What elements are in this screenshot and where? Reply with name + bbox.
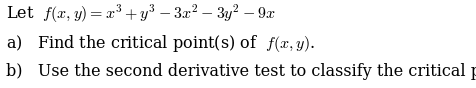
Text: Let  $f(x, y)=x^3+y^3-3x^2-3y^2-9x$: Let $f(x, y)=x^3+y^3-3x^2-3y^2-9x$	[6, 3, 276, 25]
Text: a)   Find the critical point(s) of  $f(x, y)$.: a) Find the critical point(s) of $f(x, y…	[6, 33, 315, 54]
Text: b)   Use the second derivative test to classify the critical point(s).: b) Use the second derivative test to cla…	[6, 63, 476, 80]
